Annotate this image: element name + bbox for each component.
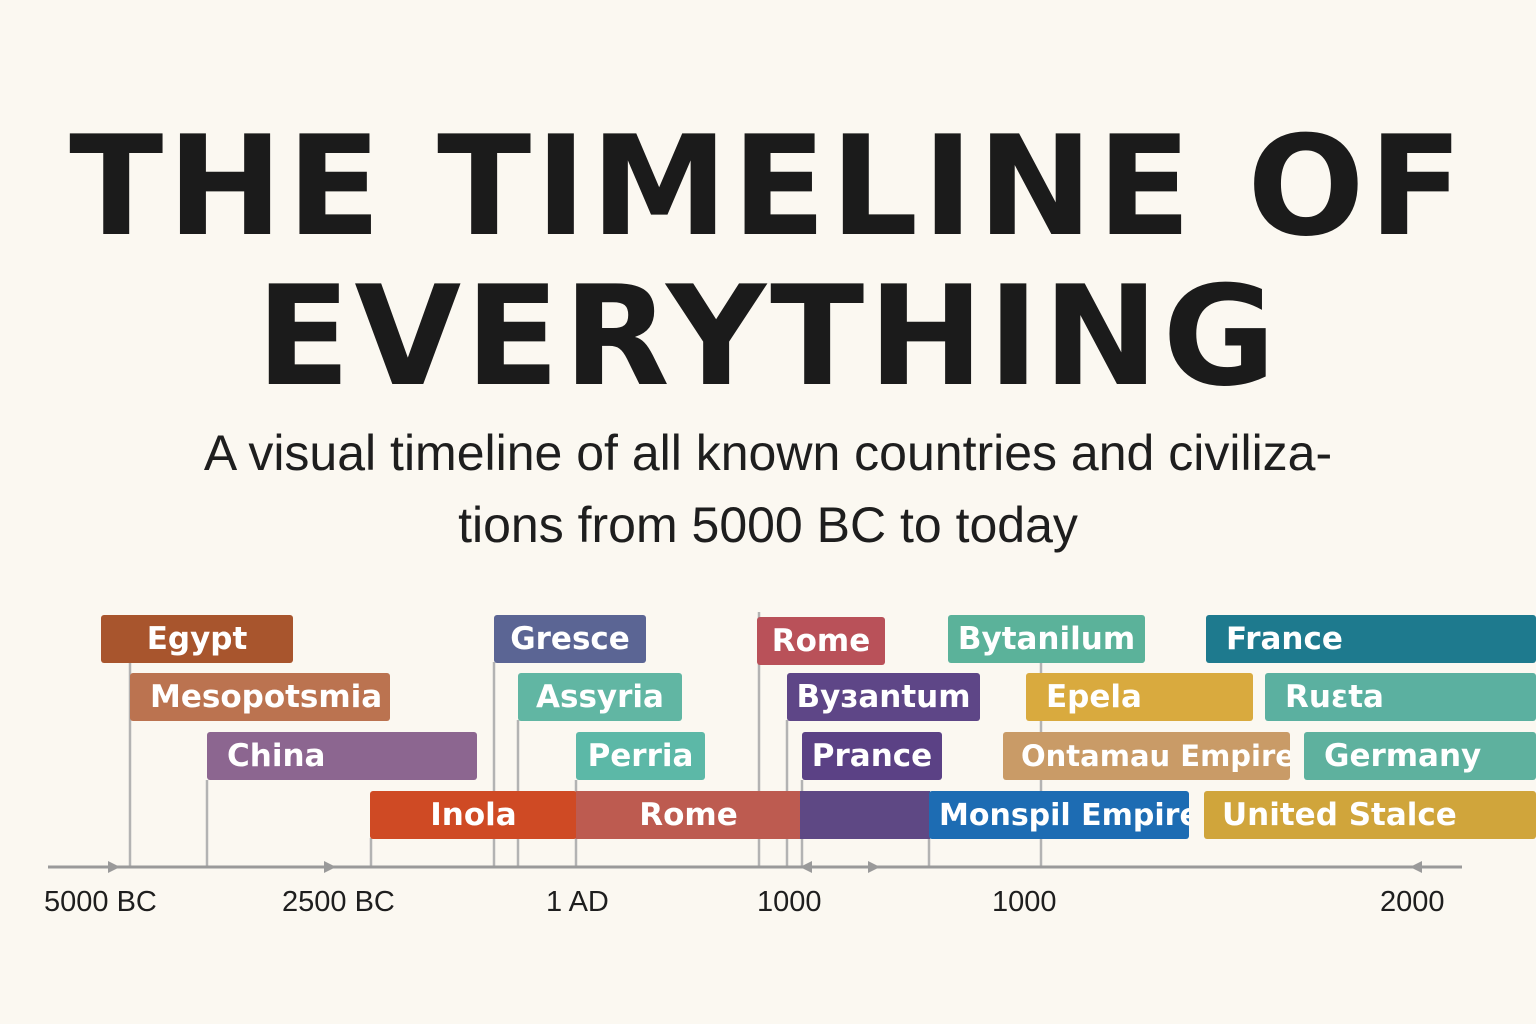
era-bar-byzantum: Byзantum: [787, 673, 980, 721]
era-bar-united-stalce: United Stalce: [1204, 791, 1536, 839]
era-label: Egypt: [146, 621, 248, 657]
subtitle-line-2: tions from 5000 BC to today: [458, 497, 1078, 553]
axis-tick-label: 2000: [1380, 886, 1445, 918]
era-label: Perria: [587, 738, 694, 774]
era-bar-epela: Epela: [1026, 673, 1253, 721]
era-label: Epela: [1046, 679, 1142, 715]
era-bar-mesopotsmia: Mesopotsmia: [130, 673, 390, 721]
axis-arrow: [868, 861, 880, 873]
era-bar-inola: Inola: [370, 791, 577, 839]
era-label: Gresce: [510, 621, 630, 657]
axis-tick-label: 5000 BC: [44, 886, 157, 918]
era-bar-monspil-empire: Monspil Empire: [929, 791, 1189, 839]
era-label: Assyria: [536, 679, 664, 715]
era-bar-china: China: [207, 732, 477, 780]
era-bar-bytanilum: Bytanilum: [948, 615, 1145, 663]
era-label: France: [1226, 621, 1343, 657]
era-bar-perria: Perria: [576, 732, 705, 780]
era-bar-prance: Prance: [802, 732, 942, 780]
era-label: Inola: [430, 797, 517, 833]
era-label: Mesopotsmia: [150, 679, 383, 715]
axis-tick-label: 1 AD: [546, 886, 609, 918]
era-label: Ruεta: [1285, 679, 1384, 715]
era-bar-rueta: Ruεta: [1265, 673, 1536, 721]
era-bar-rome-top: Rome: [757, 617, 885, 665]
axis-tick-label: 2500 BC: [282, 886, 395, 918]
page-title-line-1: THE TIMELINE OF: [69, 106, 1467, 267]
axis-arrow: [108, 861, 120, 873]
subtitle-line-1: A visual timeline of all known countries…: [203, 425, 1333, 481]
era-label: Germany: [1324, 738, 1482, 774]
axis-arrow-markers: [108, 861, 1422, 873]
era-label: Prance: [811, 738, 933, 774]
era-bar-egypt: Egypt: [101, 615, 293, 663]
era-label: Ontamau Empire: [1021, 739, 1290, 773]
era-bar-rome-bottom: Rome: [576, 791, 801, 839]
era-label: Monspil Empire: [939, 797, 1189, 833]
page-title-line-2: EVERYTHING: [256, 256, 1280, 417]
era-label: Rome: [771, 623, 871, 659]
era-bar-france: France: [1206, 615, 1536, 663]
era-label: Byзantum: [796, 679, 971, 715]
era-bar-ontamau-empire: Ontamau Empire: [1003, 732, 1290, 780]
axis-tick-label: 1000: [992, 886, 1057, 918]
era-bar-unlabeled-purple: [800, 791, 930, 839]
era-label: Rome: [639, 797, 738, 833]
axis-arrow: [800, 861, 812, 873]
era-label: Bytanilum: [957, 621, 1136, 657]
axis-arrow: [324, 861, 336, 873]
era-bar-gresce: Gresce: [494, 615, 646, 663]
axis-arrow: [1410, 861, 1422, 873]
era-label: United Stalce: [1222, 797, 1457, 833]
era-label: China: [227, 738, 326, 774]
axis-tick-label: 1000: [757, 886, 822, 918]
era-bar-germany: Germany: [1304, 732, 1536, 780]
era-bar-assyria: Assyria: [518, 673, 682, 721]
